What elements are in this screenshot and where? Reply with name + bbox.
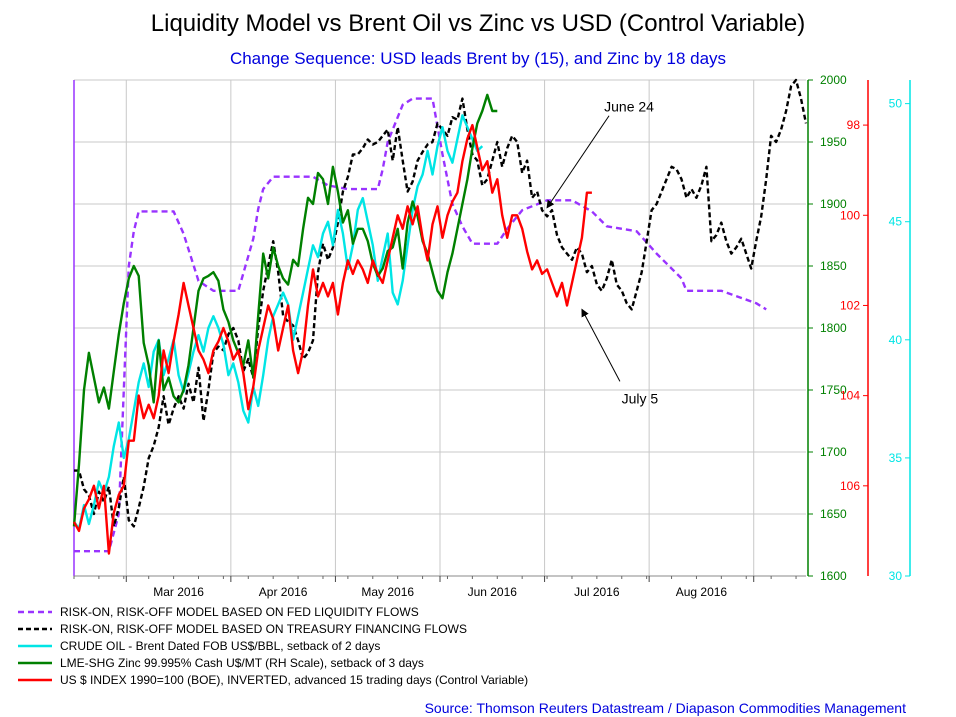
- legend-label: US $ INDEX 1990=100 (BOE), INVERTED, adv…: [60, 673, 528, 687]
- zinc-tick-label: 1600: [820, 569, 847, 583]
- x-tick-label: Mar 2016: [153, 585, 204, 599]
- x-tick-label: Apr 2016: [259, 585, 308, 599]
- x-tick-label: Aug 2016: [676, 585, 728, 599]
- legend-label: LME-SHG Zinc 99.995% Cash U$/MT (RH Scal…: [60, 656, 424, 670]
- zinc-tick-label: 2000: [820, 73, 847, 87]
- usd-tick-label: 106: [840, 479, 860, 493]
- series-line-5: [72, 123, 592, 555]
- usd-tick-label: 98: [847, 118, 861, 132]
- source-credit: Source: Thomson Reuters Datastream / Dia…: [425, 700, 907, 716]
- usd-tick-label: 102: [840, 298, 860, 312]
- usd-tick-label: 104: [840, 389, 860, 403]
- zinc-tick-label: 1750: [820, 383, 847, 397]
- oil-tick-label: 35: [889, 451, 903, 465]
- x-tick-label: May 2016: [361, 585, 414, 599]
- series-line-4: [72, 93, 498, 527]
- zinc-tick-label: 1700: [820, 445, 847, 459]
- series-layer: [72, 78, 808, 555]
- annotation-label: July 5: [622, 390, 659, 406]
- series-line-3: [73, 114, 484, 530]
- annotations: June 24 July 5: [546, 99, 659, 406]
- oil-tick-label: 50: [889, 97, 903, 111]
- series-line-1: [74, 97, 767, 553]
- gridlines: [74, 79, 806, 577]
- axes-layer: 1600 1650 1700 1750 1800 1850 1900 1950 2000 98 10…: [807, 73, 911, 583]
- usd-tick-label: 100: [840, 208, 860, 222]
- zinc-tick-label: 1800: [820, 321, 847, 335]
- plot-frame: Mar 2016 Apr 2016 May 2016 Jun 2016 Jul 2016…: [73, 80, 806, 599]
- x-tick-label: Jun 2016: [468, 585, 518, 599]
- chart-subtitle: Change Sequence: USD leads Brent by (15)…: [230, 49, 726, 68]
- series-line-2: [74, 78, 808, 528]
- annotation-arrow: [546, 115, 610, 209]
- oil-tick-label: 30: [889, 569, 903, 583]
- annotation-label: June 24: [604, 99, 654, 115]
- legend-label: RISK-ON, RISK-OFF MODEL BASED ON FED LIQ…: [60, 605, 419, 619]
- annotation-arrow: [581, 308, 621, 382]
- chart-title: Liquidity Model vs Brent Oil vs Zinc vs …: [151, 10, 805, 37]
- x-tick-label: Jul 2016: [574, 585, 620, 599]
- legend: RISK-ON, RISK-OFF MODEL BASED ON FED LIQ…: [18, 605, 528, 687]
- legend-label: CRUDE OIL - Brent Dated FOB US$/BBL, set…: [60, 639, 380, 653]
- legend-label: RISK-ON, RISK-OFF MODEL BASED ON TREASUR…: [60, 622, 467, 636]
- zinc-tick-label: 1650: [820, 507, 847, 521]
- zinc-tick-label: 1850: [820, 259, 847, 273]
- zinc-tick-label: 1900: [820, 197, 847, 211]
- zinc-tick-label: 1950: [820, 135, 847, 149]
- oil-tick-label: 45: [889, 215, 903, 229]
- oil-tick-label: 40: [889, 333, 903, 347]
